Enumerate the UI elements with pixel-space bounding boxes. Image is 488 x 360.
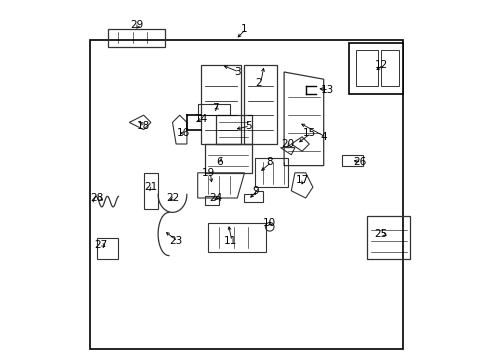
Text: 4: 4 — [320, 132, 326, 142]
Text: 18: 18 — [137, 121, 150, 131]
Text: 15: 15 — [302, 128, 315, 138]
Text: 29: 29 — [130, 20, 143, 30]
Text: 8: 8 — [266, 157, 272, 167]
Text: 20: 20 — [281, 139, 294, 149]
Text: 22: 22 — [165, 193, 179, 203]
Text: 3: 3 — [234, 67, 240, 77]
Text: 28: 28 — [90, 193, 103, 203]
Text: 27: 27 — [94, 240, 107, 250]
Text: 7: 7 — [212, 103, 219, 113]
Text: 16: 16 — [176, 128, 189, 138]
Text: 26: 26 — [352, 157, 366, 167]
Text: 11: 11 — [223, 236, 236, 246]
Text: 25: 25 — [374, 229, 387, 239]
Text: 1: 1 — [241, 24, 247, 34]
Text: 10: 10 — [263, 218, 276, 228]
Text: 21: 21 — [144, 182, 157, 192]
Text: 13: 13 — [320, 85, 333, 95]
Bar — [204, 196, 219, 205]
Text: 12: 12 — [374, 60, 387, 70]
Text: 2: 2 — [255, 78, 262, 88]
Text: 6: 6 — [216, 157, 222, 167]
Text: 19: 19 — [202, 168, 215, 178]
Text: 14: 14 — [194, 114, 207, 124]
Text: 23: 23 — [169, 236, 183, 246]
Text: 17: 17 — [295, 175, 308, 185]
Text: 5: 5 — [244, 121, 251, 131]
Text: 9: 9 — [251, 186, 258, 196]
Bar — [348, 43, 402, 94]
Bar — [89, 40, 402, 349]
Text: 24: 24 — [209, 193, 222, 203]
